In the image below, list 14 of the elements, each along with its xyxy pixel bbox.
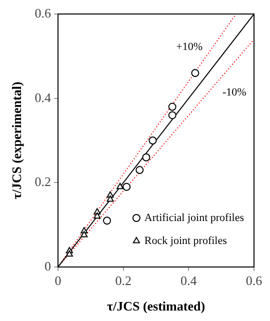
legend-label: Artificial joint profiles <box>144 212 244 224</box>
annotation: -10% <box>222 86 246 98</box>
y-tick-label: 0 <box>44 258 51 274</box>
y-tick-label: 0.2 <box>34 174 51 190</box>
x-tick-label: 0.6 <box>246 273 263 288</box>
x-tick-label: 0.2 <box>115 273 132 288</box>
y-axis-title: τ/JCS (experimental) <box>9 82 24 200</box>
y-tick-label: 0.6 <box>34 5 52 20</box>
annotation: +10% <box>176 40 203 53</box>
x-tick-label: 0 <box>54 273 62 288</box>
x-axis-title: τ/JCS (estimated) <box>106 298 206 314</box>
x-tick-label: 0.4 <box>180 273 198 288</box>
y-tick-label: 0.4 <box>34 90 52 105</box>
legend-label: Rock joint profiles <box>144 234 227 247</box>
